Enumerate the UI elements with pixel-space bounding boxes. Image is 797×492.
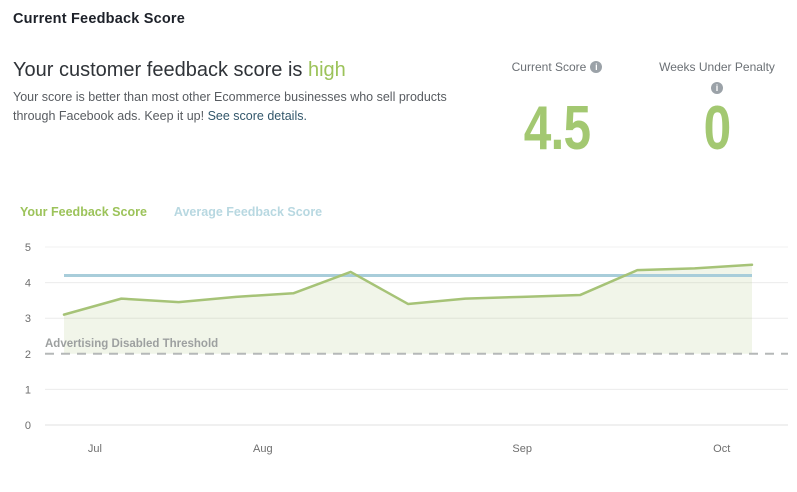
feedback-score-area xyxy=(64,264,752,354)
y-axis-tick-label: 3 xyxy=(25,313,31,325)
x-axis-tick-label: Jul xyxy=(88,443,102,455)
score-level-highlight: high xyxy=(307,59,346,81)
x-axis-tick-label: Aug xyxy=(253,443,273,455)
score-description: Your score is better than most other Eco… xyxy=(13,88,463,127)
legend-your-feedback-score[interactable]: Your Feedback Score xyxy=(20,205,147,219)
y-axis-tick-label: 5 xyxy=(25,242,31,254)
legend-average-feedback-score[interactable]: Average Feedback Score xyxy=(173,205,323,219)
current-score-value: 4.5 xyxy=(523,94,591,163)
weeks-under-penalty-label: Weeks Under Penalty xyxy=(659,59,775,74)
y-axis-tick-label: 4 xyxy=(25,278,31,290)
feedback-score-line xyxy=(62,263,754,316)
current-score-metric: Current Score i 4.5 xyxy=(477,58,637,178)
y-axis-tick-label: 0 xyxy=(25,420,31,432)
x-axis-tick-label: Oct xyxy=(713,443,730,455)
current-score-label: Current Score xyxy=(511,59,587,74)
weeks-under-penalty-value: 0 xyxy=(703,94,732,163)
y-axis-tick-label: 1 xyxy=(25,384,31,396)
weeks-under-penalty-label-row: Weeks Under Penalty xyxy=(637,58,797,76)
score-summary-heading: Your customer feedback score is high xyxy=(13,59,346,82)
feedback-score-chart: Advertising Disabled Threshold 0 1 2 3 4 5 Jul A… xyxy=(25,242,788,455)
weeks-under-penalty-info-icon[interactable]: i xyxy=(711,81,723,94)
current-score-info-icon[interactable]: i xyxy=(590,60,603,73)
description-text: Your score is better than most other Eco… xyxy=(13,90,447,124)
weeks-under-penalty-icon-row: i xyxy=(637,79,797,97)
y-axis-tick-label: 2 xyxy=(25,349,31,361)
heading-text: Your customer feedback score is xyxy=(13,59,303,81)
x-axis-tick-label: Sep xyxy=(512,443,532,455)
weeks-under-penalty-metric: Weeks Under Penalty i 0 xyxy=(637,58,797,178)
threshold-label: Advertising Disabled Threshold xyxy=(45,338,218,350)
chart-legend: Your Feedback Score Average Feedback Sco… xyxy=(20,205,322,219)
page-title: Current Feedback Score xyxy=(13,11,186,27)
current-score-label-row: Current Score i xyxy=(477,58,637,76)
see-score-details-link[interactable]: See score details. xyxy=(207,109,307,124)
